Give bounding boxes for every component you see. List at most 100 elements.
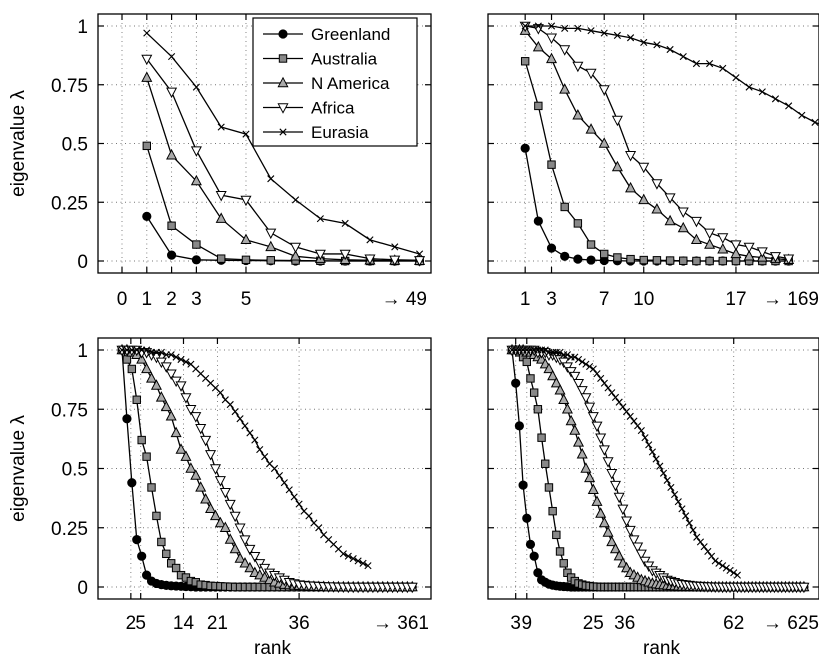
data-point — [142, 211, 152, 221]
data-point — [354, 557, 362, 565]
data-point — [559, 45, 571, 56]
data-point — [547, 160, 556, 169]
data-point — [511, 378, 521, 388]
data-point — [415, 250, 424, 258]
data-point — [722, 564, 730, 572]
data-point — [704, 547, 712, 556]
data-point — [591, 421, 603, 433]
y-tick-label: 0 — [77, 578, 88, 599]
data-point — [682, 512, 690, 520]
legend-entry: Africa — [263, 99, 355, 118]
data-point — [664, 193, 676, 204]
data-point — [692, 60, 701, 68]
data-point — [267, 175, 275, 183]
data-point — [142, 141, 151, 151]
data-point — [214, 476, 226, 487]
data-point — [364, 254, 376, 265]
data-point — [122, 414, 132, 424]
data-point — [705, 256, 714, 266]
data-point — [664, 214, 676, 226]
data-point — [127, 364, 137, 374]
data-point — [170, 426, 182, 438]
data-point — [229, 511, 241, 523]
data-point — [165, 410, 177, 421]
data-point — [718, 256, 727, 266]
data-point — [600, 29, 608, 37]
data-point — [364, 562, 372, 570]
data-point — [141, 71, 153, 82]
data-point — [602, 526, 614, 537]
x-tick-label: 0 — [117, 289, 128, 310]
data-point — [604, 384, 612, 392]
data-point — [195, 481, 207, 492]
data-point — [811, 118, 819, 126]
data-point — [190, 469, 202, 480]
data-point — [613, 253, 622, 262]
data-point — [711, 557, 719, 565]
data-point — [518, 480, 528, 490]
data-point — [195, 424, 207, 435]
data-point — [180, 450, 192, 461]
y-tick-label: 0.5 — [62, 460, 88, 481]
data-point — [730, 240, 742, 251]
data-point — [666, 45, 674, 54]
data-point — [168, 52, 176, 61]
data-point — [597, 374, 605, 383]
data-point — [344, 552, 352, 560]
chart-panel-2: 1 3 7 10 17 → 169 — [487, 13, 819, 310]
data-point — [743, 242, 755, 254]
data-point — [554, 384, 566, 395]
data-point — [600, 249, 609, 259]
data-point — [261, 453, 269, 461]
data-point — [166, 559, 176, 568]
data-point — [522, 513, 532, 523]
data-point — [534, 22, 542, 30]
data-point — [611, 160, 623, 172]
data-point — [576, 386, 588, 397]
data-point — [537, 433, 546, 442]
data-point — [574, 24, 582, 32]
data-point — [545, 52, 558, 64]
data-point — [580, 462, 592, 473]
data-point — [585, 123, 597, 134]
data-point — [656, 462, 664, 470]
data-point — [532, 40, 544, 52]
data-point — [717, 242, 729, 254]
chart-panel-3: 0 0.25 0.5 0.75 1 2 5 14 21 36 → 361 eigenvalue λ ra… — [8, 337, 432, 659]
data-point — [219, 488, 231, 499]
data-point — [732, 74, 740, 82]
data-point — [785, 102, 793, 110]
data-point — [587, 483, 599, 495]
data-point — [637, 426, 645, 435]
data-point — [171, 563, 181, 573]
data-point — [546, 243, 557, 253]
series-line — [146, 145, 420, 262]
data-point — [185, 405, 197, 416]
x-end-label: → 625 — [763, 613, 819, 634]
data-point — [192, 240, 201, 249]
data-point — [167, 351, 175, 359]
legend-label: Greenland — [311, 25, 390, 44]
y-tick-label: 0.25 — [51, 519, 88, 540]
data-point — [234, 523, 246, 535]
legend-entry: Eurasia — [263, 123, 369, 142]
data-point — [606, 469, 618, 480]
data-point — [290, 493, 298, 501]
data-point — [541, 459, 550, 468]
data-point — [136, 353, 148, 364]
data-point — [522, 357, 531, 367]
data-point — [217, 123, 225, 131]
data-point — [615, 398, 623, 406]
data-point — [611, 115, 623, 127]
data-point — [639, 255, 648, 265]
series-line — [524, 30, 789, 261]
data-point — [266, 256, 275, 265]
data-point — [514, 421, 524, 431]
data-point — [190, 412, 202, 423]
x-tick-label: 1 — [142, 289, 153, 310]
series-africa — [141, 54, 426, 267]
series-greenland — [142, 211, 425, 266]
data-point — [290, 242, 302, 254]
data-point — [560, 251, 570, 261]
